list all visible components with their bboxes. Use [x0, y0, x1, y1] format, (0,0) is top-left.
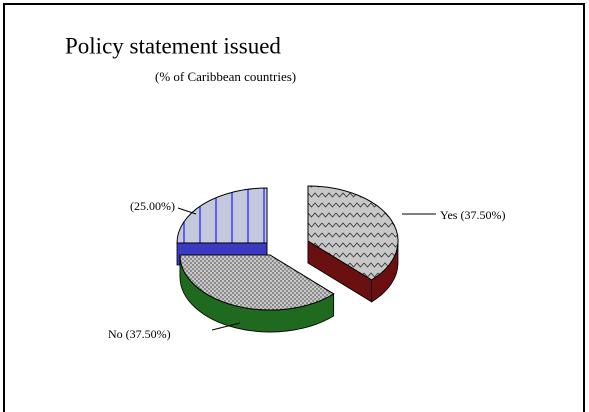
leader-line: [177, 207, 197, 215]
slice: [176, 187, 268, 244]
pie: [176, 185, 399, 333]
category-label: No: [108, 327, 123, 341]
frame: [3, 3, 585, 412]
value-label: (37.50%): [460, 208, 505, 222]
labels: Yes (37.50%)No (37.50%)(25.00%): [108, 199, 505, 341]
leader-line: [211, 322, 241, 331]
chart-title: Policy statement issued: [65, 33, 281, 58]
category-label: Yes: [440, 208, 458, 222]
data-label: Yes (37.50%): [440, 208, 505, 222]
slice: [307, 185, 399, 281]
data-label: No (37.50%): [108, 327, 171, 341]
slice: [179, 254, 335, 311]
value-label: (37.50%): [126, 327, 171, 341]
chart-subtitle: (% of Caribbean countries): [155, 69, 296, 84]
data-label: (25.00%): [130, 199, 175, 213]
value-label: (25.00%): [130, 199, 175, 213]
